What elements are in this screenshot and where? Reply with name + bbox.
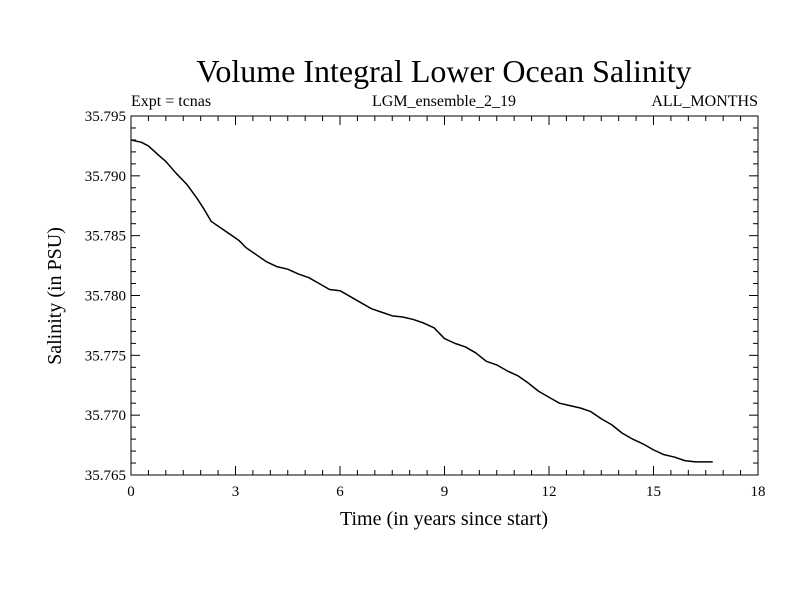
chart-title: Volume Integral Lower Ocean Salinity	[196, 53, 691, 89]
y-tick-label: 35.770	[85, 408, 126, 424]
subtitle-months: ALL_MONTHS	[651, 93, 758, 110]
subtitle-ensemble: LGM_ensemble_2_19	[372, 93, 516, 110]
x-tick-label: 18	[751, 484, 766, 500]
x-tick-label: 6	[336, 484, 344, 500]
y-tick-label: 35.795	[85, 109, 126, 125]
y-tick-label: 35.785	[85, 229, 126, 245]
x-tick-labels: 0 3 6 9 12 15 18	[127, 484, 765, 500]
plot-frame	[130, 115, 759, 476]
x-tick-label: 0	[127, 484, 135, 500]
y-tick-label: 35.775	[85, 348, 126, 364]
x-tick-label: 15	[646, 484, 661, 500]
y-tick-label: 35.765	[85, 468, 126, 484]
subtitle-experiment: Expt = tcnas	[131, 93, 211, 110]
salinity-series-line	[130, 139, 713, 463]
y-axis-label: Salinity (in PSU)	[44, 227, 66, 365]
x-axis-label: Time (in years since start)	[340, 508, 548, 530]
axis-ticks	[130, 115, 759, 476]
x-tick-label: 12	[542, 484, 557, 500]
y-tick-label: 35.780	[85, 289, 126, 305]
x-tick-label: 3	[232, 484, 240, 500]
y-tick-labels: 35.765 35.770 35.775 35.780 35.785 35.790 35.7…	[85, 109, 126, 484]
y-tick-label: 35.790	[85, 169, 126, 185]
x-tick-label: 9	[441, 484, 449, 500]
